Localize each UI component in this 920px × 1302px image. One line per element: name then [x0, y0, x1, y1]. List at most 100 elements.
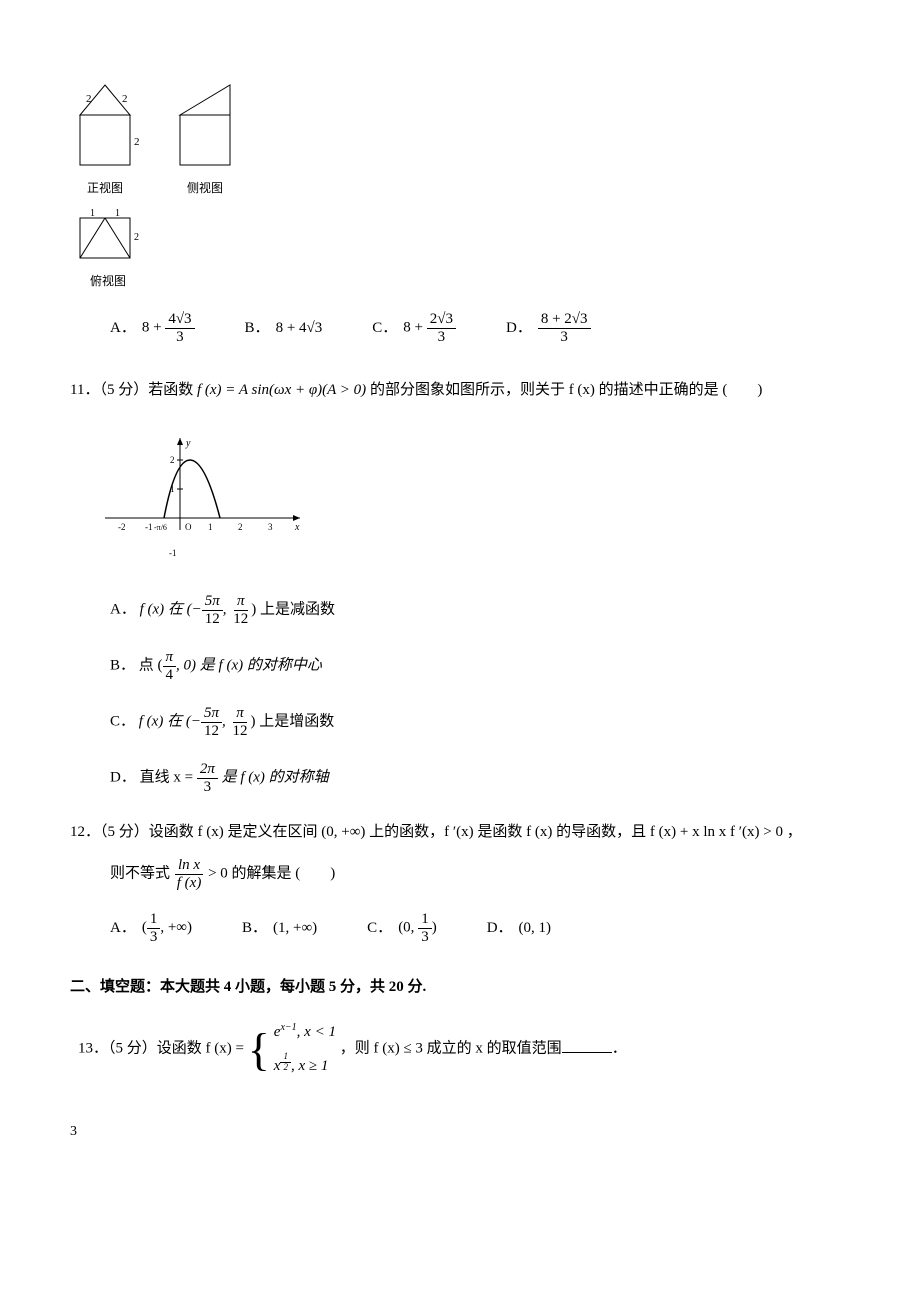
- num: 8 + 2√3: [538, 311, 591, 329]
- d: 3: [418, 929, 432, 946]
- q10-top-row: 2 2 2 正视图 侧视图: [70, 80, 850, 198]
- opt-value: 8 + 4√3: [276, 316, 323, 340]
- d2: 12: [230, 611, 251, 628]
- post: , 0) 是 f (x) 的对称中心: [176, 658, 322, 674]
- den: 3: [435, 329, 449, 346]
- num: 4√3: [165, 311, 194, 329]
- case2: x12, x ≥ 1: [274, 1051, 336, 1081]
- top-view-label: 俯视图: [90, 272, 126, 291]
- post: ) 上是减函数: [251, 602, 335, 618]
- pre: 8 +: [403, 320, 426, 336]
- q10-bottom-row: 1 1 2 俯视图: [70, 208, 850, 291]
- svg-text:2: 2: [238, 522, 243, 532]
- den: 3: [557, 329, 571, 346]
- q12-option-c: C． (0, 13): [367, 911, 437, 945]
- n: 1: [418, 911, 432, 929]
- svg-text:-1: -1: [169, 548, 177, 558]
- q10-option-b: B． 8 + 4√3: [245, 316, 323, 340]
- svg-text:x: x: [294, 522, 300, 533]
- post: > 0 的解集是 ( ): [204, 866, 335, 882]
- front-view-label: 正视图: [87, 179, 123, 198]
- opt-letter: B．: [242, 916, 267, 940]
- q10-option-c: C． 8 + 2√33: [372, 311, 456, 345]
- n: ln x: [175, 857, 203, 875]
- pre: (0,: [398, 920, 418, 936]
- svg-text:1: 1: [115, 208, 120, 219]
- q12-line2: 则不等式 ln xf (x) > 0 的解集是 ( ): [110, 857, 850, 891]
- front-view-svg: 2 2 2: [70, 80, 140, 175]
- n: π: [163, 649, 177, 667]
- side-view: 侧视图: [170, 80, 240, 198]
- val: (0, 13): [398, 911, 437, 945]
- post: ) 上是增函数: [250, 714, 334, 730]
- d: 3: [147, 929, 161, 946]
- section-2-title: 二、填空题：本大题共 4 小题，每小题 5 分，共 20 分.: [70, 975, 850, 999]
- q12-options: A． (13, +∞) B． (1, +∞) C． (0, 13) D． (0,…: [110, 911, 850, 945]
- den: 3: [173, 329, 187, 346]
- opt-letter: B．: [110, 658, 135, 674]
- q11-graph-svg: -2 -1 1 2 3 1 2 -1 -π/6 O x y: [100, 423, 310, 563]
- post: 是 f (x) 的对称轴: [218, 770, 329, 786]
- q10-option-a: A． 8 + 4√33: [110, 311, 195, 345]
- opt-letter: A．: [110, 916, 136, 940]
- ed: 2: [280, 1063, 291, 1073]
- opt-value: 8 + 2√33: [538, 311, 591, 345]
- n: 2π: [197, 761, 218, 779]
- n1: 5π: [202, 593, 223, 611]
- opt-value: 8 + 2√33: [403, 311, 456, 345]
- c2b: , x ≥ 1: [291, 1058, 328, 1074]
- q12-stem: 12．（5 分）设函数 f (x) 是定义在区间 (0, +∞) 上的函数，f …: [70, 817, 850, 891]
- pre: 13．（5 分）设函数 f (x) =: [78, 1041, 248, 1057]
- d: 3: [201, 779, 215, 796]
- svg-text:2: 2: [134, 136, 140, 148]
- opt-letter: D．: [487, 916, 513, 940]
- piecewise: { ex−1, x < 1 x12, x ≥ 1: [248, 1017, 336, 1081]
- q11-options: A． f (x) 在 (−5π12, π12) 上是减函数 B． 点 (π4, …: [110, 593, 850, 795]
- num: 2√3: [427, 311, 456, 329]
- case1: ex−1, x < 1: [274, 1017, 336, 1047]
- cases: ex−1, x < 1 x12, x ≥ 1: [274, 1017, 336, 1081]
- q10-options: A． 8 + 4√33 B． 8 + 4√3 C． 8 + 2√33 D． 8 …: [110, 311, 850, 345]
- opt-letter: A．: [110, 316, 136, 340]
- q11-option-d: D． 直线 x = 2π3 是 f (x) 的对称轴: [110, 761, 850, 795]
- q12-line1: 12．（5 分）设函数 f (x) 是定义在区间 (0, +∞) 上的函数，f …: [70, 817, 850, 847]
- svg-text:y: y: [185, 438, 191, 449]
- q12-option-b: B． (1, +∞): [242, 916, 317, 940]
- svg-text:3: 3: [268, 522, 273, 532]
- opt-letter: A．: [110, 602, 136, 618]
- page-number: 3: [70, 1121, 850, 1143]
- q11-option-c: C． f (x) 在 (−5π12, π12) 上是增函数: [110, 705, 850, 739]
- val: (1, +∞): [273, 916, 317, 940]
- d2: 12: [229, 723, 250, 740]
- svg-text:1: 1: [208, 522, 213, 532]
- post: ): [432, 920, 437, 936]
- front-view: 2 2 2 正视图: [70, 80, 140, 198]
- pre: f (x) 在 (−: [140, 602, 202, 618]
- q13-stem: 13．（5 分）设函数 f (x) = { ex−1, x < 1 x12, x…: [78, 1017, 850, 1081]
- left-brace-icon: {: [248, 1029, 270, 1070]
- d1: 12: [202, 611, 223, 628]
- q11-option-b: B． 点 (π4, 0) 是 f (x) 的对称中心: [110, 649, 850, 683]
- d1: 12: [201, 723, 222, 740]
- q12-option-d: D． (0, 1): [487, 916, 551, 940]
- pre: f (x) 在 (−: [139, 714, 201, 730]
- opt-letter: D．: [110, 770, 136, 786]
- q11-stem: 11．（5 分）若函数 f (x) = A sin(ωx + φ)(A > 0)…: [70, 375, 850, 405]
- d: 4: [163, 667, 177, 684]
- answer-blank: [562, 1052, 612, 1053]
- svg-text:2: 2: [122, 93, 128, 105]
- mid: ,: [222, 714, 230, 730]
- val: (13, +∞): [142, 911, 192, 945]
- opt-letter: C．: [372, 316, 397, 340]
- top-view: 1 1 2 俯视图: [70, 208, 850, 291]
- post1: ，则 f (x) ≤ 3 成立的 x 的取值范围: [340, 1041, 562, 1057]
- svg-text:-2: -2: [118, 522, 126, 532]
- svg-text:O: O: [185, 522, 192, 532]
- opt-letter: C．: [110, 714, 135, 730]
- pre: 点 (: [139, 658, 163, 674]
- val: (0, 1): [519, 916, 552, 940]
- opt-letter: C．: [367, 916, 392, 940]
- n2: π: [233, 705, 247, 723]
- pre: 8 +: [142, 320, 165, 336]
- q11-option-a: A． f (x) 在 (−5π12, π12) 上是减函数: [110, 593, 850, 627]
